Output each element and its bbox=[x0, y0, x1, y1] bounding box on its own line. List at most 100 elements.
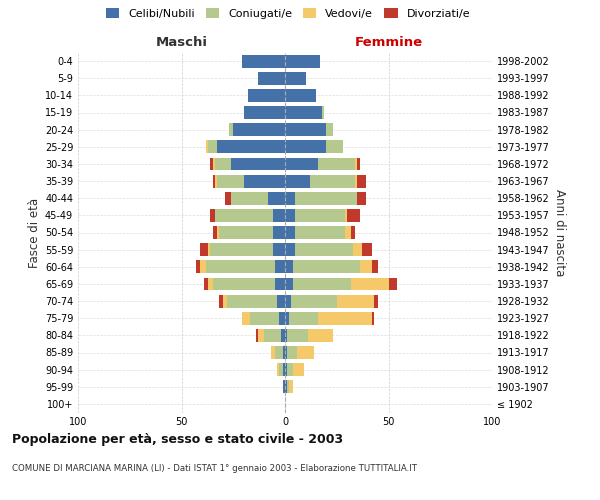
Bar bbox=[208, 140, 217, 153]
Bar bbox=[265, 329, 281, 342]
Bar bbox=[355, 158, 358, 170]
Text: Maschi: Maschi bbox=[155, 36, 208, 49]
Bar bbox=[318, 312, 372, 324]
Bar bbox=[353, 243, 362, 256]
Text: Femmine: Femmine bbox=[355, 36, 422, 49]
Bar bbox=[206, 260, 275, 273]
Bar bbox=[298, 346, 314, 359]
Bar bbox=[287, 363, 293, 376]
Bar bbox=[217, 226, 219, 239]
Bar bbox=[358, 158, 359, 170]
Bar bbox=[318, 158, 355, 170]
Bar bbox=[295, 209, 345, 222]
Bar bbox=[223, 294, 227, 308]
Bar bbox=[372, 312, 374, 324]
Text: COMUNE DI MARCIANA MARINA (LI) - Dati ISTAT 1° gennaio 2003 - Elaborazione TUTTI: COMUNE DI MARCIANA MARINA (LI) - Dati IS… bbox=[12, 464, 417, 473]
Bar bbox=[204, 278, 208, 290]
Bar bbox=[285, 89, 316, 102]
Bar bbox=[229, 123, 233, 136]
Bar bbox=[211, 158, 212, 170]
Bar bbox=[291, 294, 337, 308]
Legend: Celibi/Nubili, Coniugati/e, Vedovi/e, Divorziati/e: Celibi/Nubili, Coniugati/e, Vedovi/e, Di… bbox=[106, 8, 470, 19]
Bar bbox=[295, 226, 345, 239]
Bar bbox=[285, 192, 295, 204]
Bar bbox=[277, 363, 279, 376]
Bar bbox=[277, 294, 285, 308]
Bar bbox=[212, 174, 215, 188]
Bar bbox=[308, 329, 332, 342]
Bar bbox=[219, 226, 272, 239]
Bar bbox=[244, 174, 285, 188]
Bar bbox=[258, 329, 265, 342]
Bar bbox=[289, 380, 293, 393]
Bar bbox=[231, 158, 285, 170]
Bar bbox=[326, 123, 332, 136]
Bar bbox=[231, 192, 268, 204]
Bar bbox=[275, 278, 285, 290]
Bar bbox=[281, 329, 285, 342]
Y-axis label: Fasce di età: Fasce di età bbox=[28, 198, 41, 268]
Bar bbox=[285, 158, 318, 170]
Bar bbox=[250, 312, 279, 324]
Bar bbox=[208, 278, 212, 290]
Bar bbox=[206, 140, 208, 153]
Bar bbox=[358, 192, 366, 204]
Bar bbox=[283, 346, 285, 359]
Bar bbox=[287, 346, 298, 359]
Bar bbox=[215, 174, 217, 188]
Bar bbox=[283, 363, 285, 376]
Bar bbox=[272, 226, 285, 239]
Bar bbox=[271, 346, 275, 359]
Bar bbox=[227, 294, 277, 308]
Bar bbox=[219, 294, 223, 308]
Bar bbox=[285, 174, 310, 188]
Bar bbox=[359, 260, 372, 273]
Bar bbox=[347, 209, 359, 222]
Bar bbox=[285, 123, 326, 136]
Bar bbox=[212, 278, 275, 290]
Bar bbox=[212, 226, 217, 239]
Bar bbox=[362, 243, 372, 256]
Bar bbox=[285, 329, 287, 342]
Bar bbox=[285, 260, 293, 273]
Bar bbox=[258, 72, 285, 85]
Bar bbox=[389, 278, 397, 290]
Bar bbox=[217, 140, 285, 153]
Bar bbox=[355, 174, 358, 188]
Bar bbox=[322, 106, 325, 119]
Bar bbox=[289, 312, 318, 324]
Bar bbox=[248, 89, 285, 102]
Bar bbox=[372, 260, 378, 273]
Bar bbox=[285, 54, 320, 68]
Bar bbox=[345, 226, 351, 239]
Bar bbox=[272, 209, 285, 222]
Bar bbox=[285, 140, 326, 153]
Bar bbox=[272, 243, 285, 256]
Bar bbox=[285, 72, 306, 85]
Bar bbox=[293, 260, 359, 273]
Bar bbox=[351, 278, 389, 290]
Bar bbox=[279, 363, 283, 376]
Bar bbox=[283, 380, 285, 393]
Bar bbox=[196, 260, 200, 273]
Bar bbox=[293, 278, 351, 290]
Bar bbox=[279, 312, 285, 324]
Bar bbox=[358, 174, 366, 188]
Bar bbox=[244, 106, 285, 119]
Bar bbox=[212, 158, 215, 170]
Bar bbox=[242, 54, 285, 68]
Bar bbox=[337, 294, 374, 308]
Bar bbox=[285, 106, 322, 119]
Bar bbox=[217, 174, 244, 188]
Bar bbox=[233, 123, 285, 136]
Bar bbox=[285, 363, 287, 376]
Bar bbox=[293, 363, 304, 376]
Bar bbox=[285, 226, 295, 239]
Bar bbox=[345, 209, 347, 222]
Bar bbox=[211, 209, 215, 222]
Bar bbox=[285, 294, 291, 308]
Bar bbox=[287, 329, 308, 342]
Text: Popolazione per età, sesso e stato civile - 2003: Popolazione per età, sesso e stato civil… bbox=[12, 432, 343, 446]
Bar bbox=[215, 158, 231, 170]
Bar bbox=[268, 192, 285, 204]
